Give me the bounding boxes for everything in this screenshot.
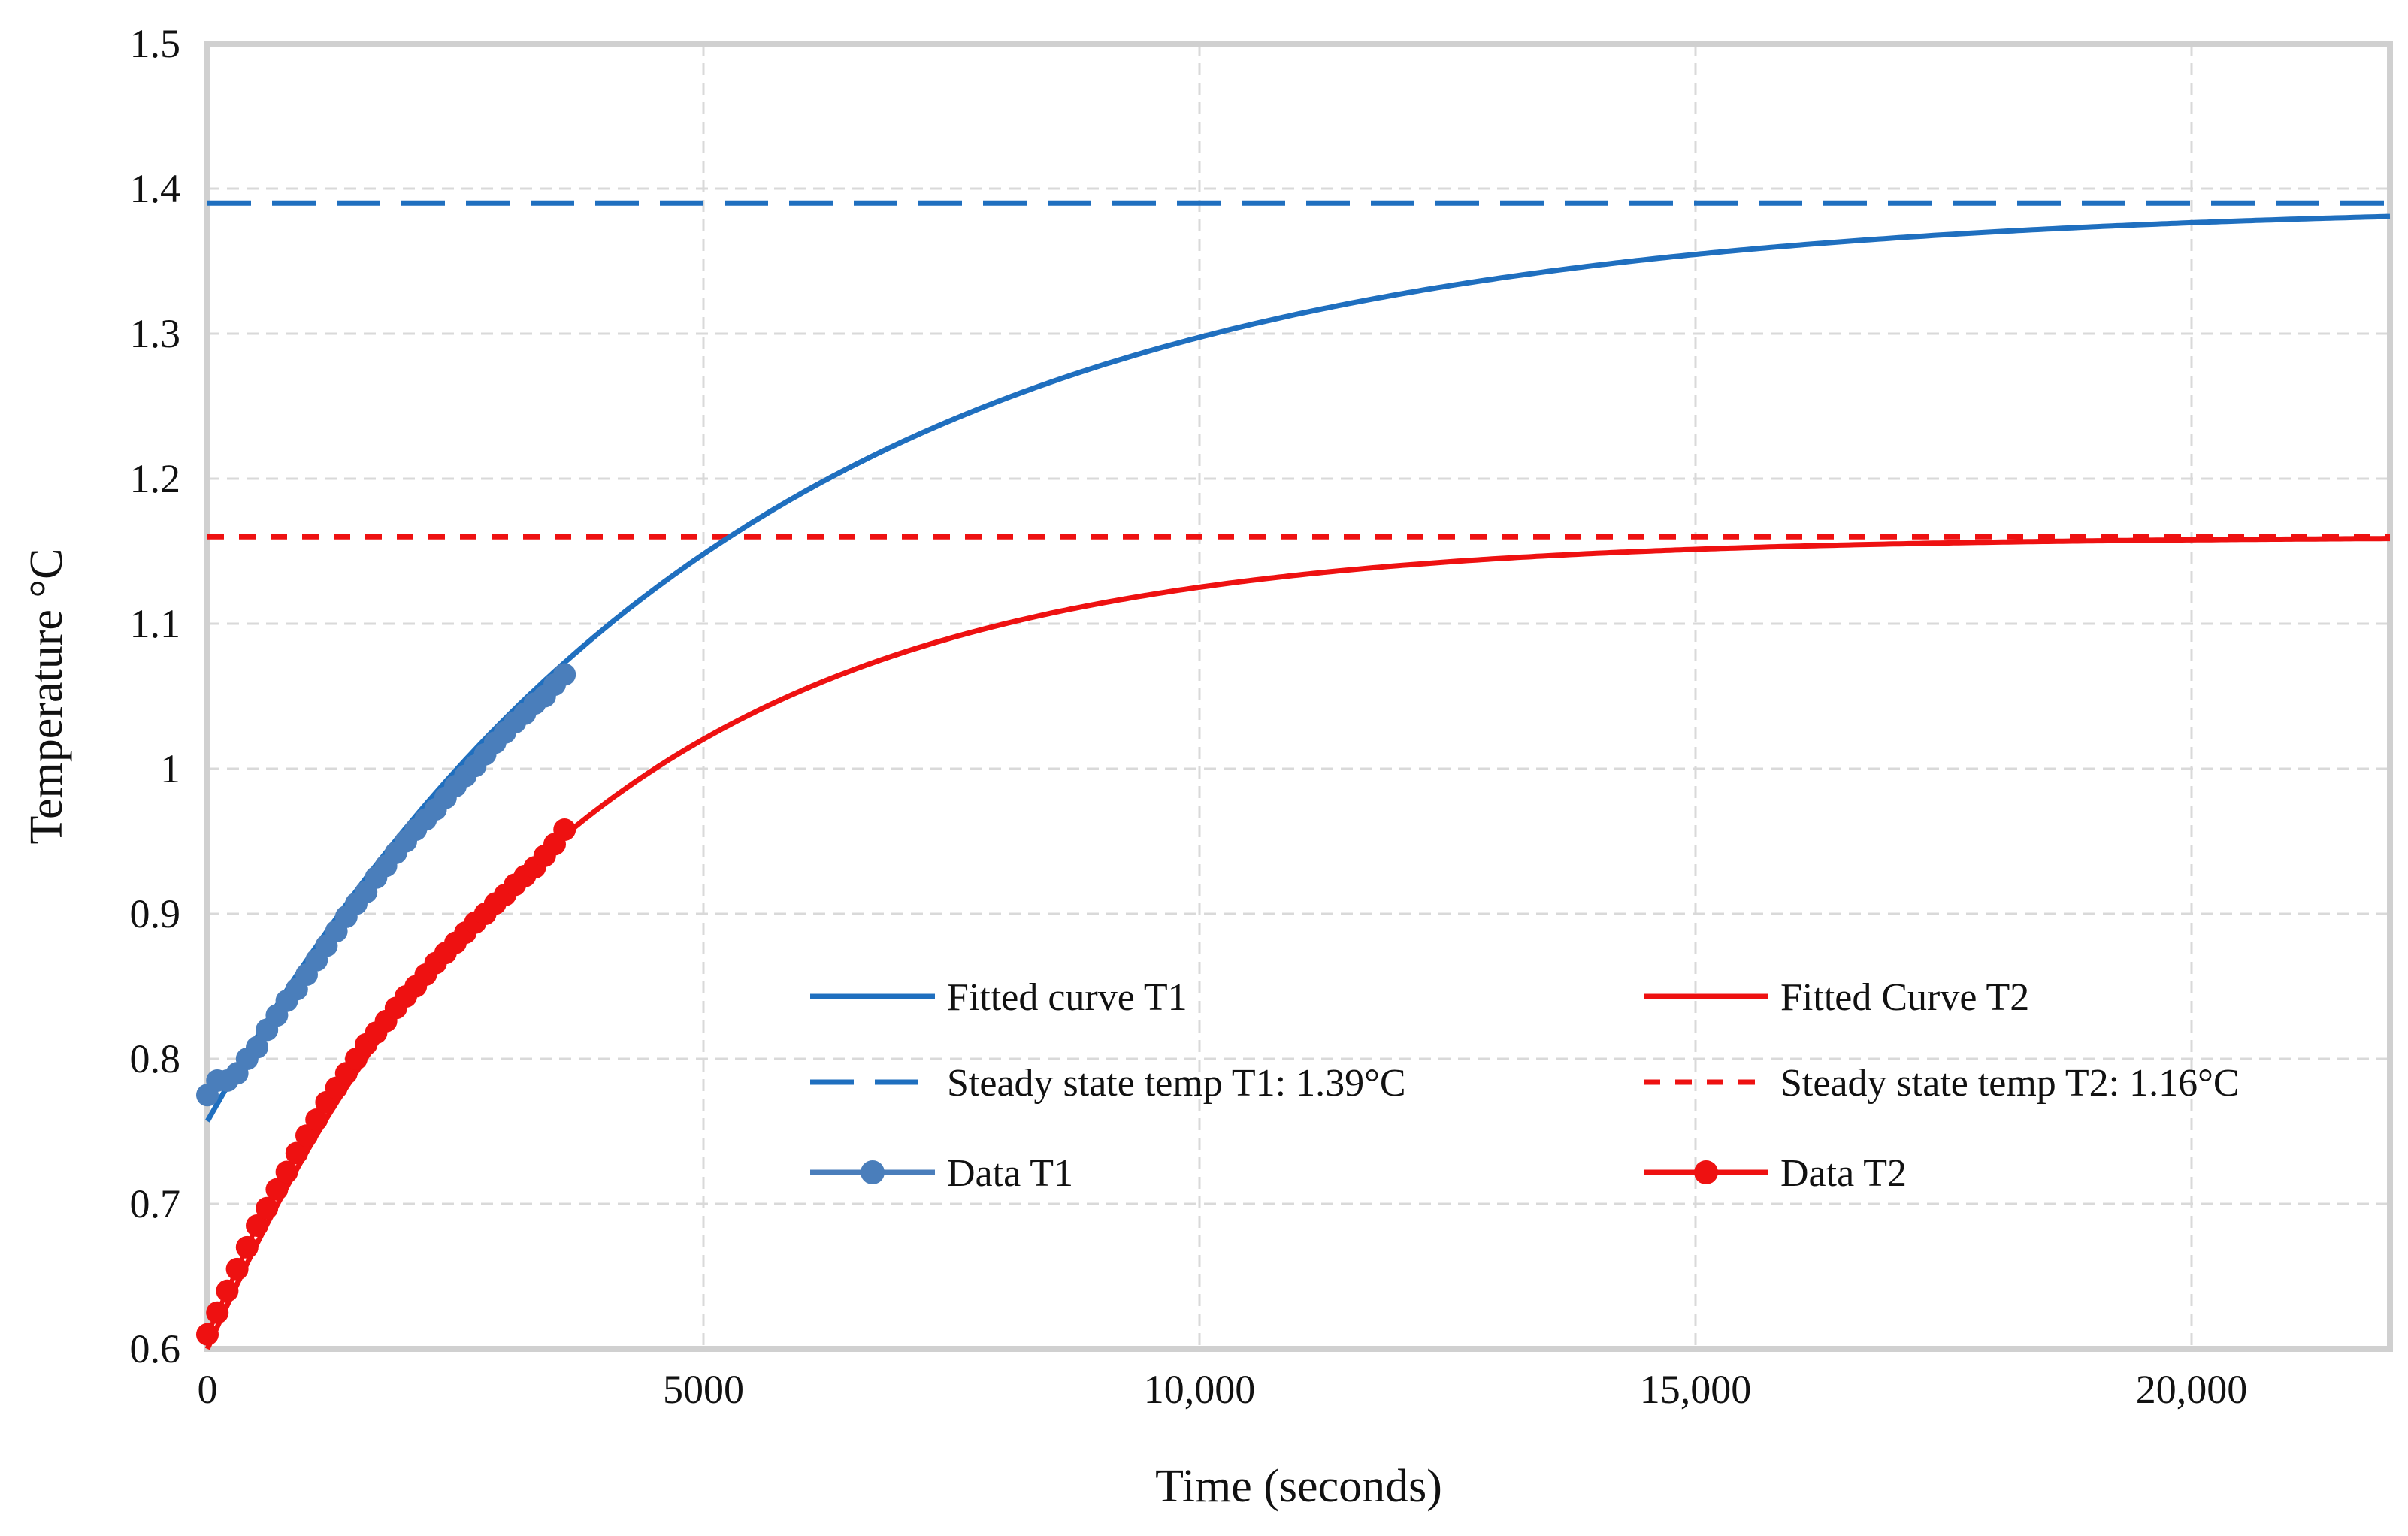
data-point-t1 xyxy=(553,663,576,686)
legend-entry: Steady state temp T1: 1.39°C xyxy=(810,1062,1406,1105)
legend-label: Fitted curve T1 xyxy=(947,976,1187,1019)
x-tick-label: 15,000 xyxy=(1640,1367,1752,1412)
y-tick-label: 1.1 xyxy=(130,601,181,646)
y-tick-label: 1.2 xyxy=(130,456,181,501)
legend-label: Data T1 xyxy=(947,1152,1073,1195)
series-layer xyxy=(196,200,2391,1350)
data-point-t2 xyxy=(256,1196,279,1220)
data-point-t2 xyxy=(196,1323,219,1346)
grid xyxy=(207,44,2390,1349)
x-tick-label: 10,000 xyxy=(1144,1367,1256,1412)
y-tick-label: 0.7 xyxy=(130,1181,181,1226)
legend-marker xyxy=(861,1160,885,1184)
data-point-t2 xyxy=(285,1141,308,1165)
y-tick-label: 1.4 xyxy=(130,166,181,211)
data-point-t1 xyxy=(246,1036,268,1059)
legend-marker xyxy=(1694,1160,1718,1184)
fitted-curve-t2 xyxy=(204,536,2390,1350)
x-tick-label: 20,000 xyxy=(2136,1367,2248,1412)
data-point-t2 xyxy=(216,1279,239,1302)
legend-label: Steady state temp T2: 1.16°C xyxy=(1780,1062,2240,1105)
legend-entry: Fitted Curve T2 xyxy=(1644,976,2029,1019)
y-tick-label: 1.5 xyxy=(130,21,181,66)
y-tick-label: 0.6 xyxy=(130,1326,181,1371)
data-point-t2 xyxy=(246,1214,268,1237)
data-point-t2 xyxy=(265,1178,289,1201)
data-point-t2 xyxy=(225,1257,249,1281)
y-tick-label: 0.8 xyxy=(130,1036,181,1081)
y-tick-label: 1 xyxy=(160,746,180,791)
fitted-curve-t1 xyxy=(204,213,2391,1123)
x-axis-title: Time (seconds) xyxy=(1155,1461,1442,1512)
legend-label: Data T2 xyxy=(1780,1152,1907,1195)
data-point-t2 xyxy=(275,1160,298,1184)
data-point-t2 xyxy=(235,1235,259,1259)
data-point-t2 xyxy=(206,1301,229,1324)
data-point-t2 xyxy=(305,1108,328,1132)
y-tick-label: 0.9 xyxy=(130,891,181,936)
y-axis-title: Temperature °C xyxy=(21,548,72,844)
plot-frame xyxy=(204,41,2393,1352)
legend-entry: Data T1 xyxy=(810,1152,1073,1195)
legend-label: Steady state temp T1: 1.39°C xyxy=(947,1062,1406,1105)
legend-label: Fitted Curve T2 xyxy=(1780,976,2029,1019)
x-tick-label: 5000 xyxy=(663,1367,744,1412)
y-tick-label: 1.3 xyxy=(130,311,181,356)
legend-entry: Fitted curve T1 xyxy=(810,976,1187,1019)
legend-entry: Data T2 xyxy=(1644,1152,1907,1195)
data-point-t2 xyxy=(553,818,576,842)
axis-ticks: 0.6 0.7 0.8 0.9 1 1.1 1.2 1.3 1.4 1.5 0 5000 10,000 1… xyxy=(130,21,2248,1412)
legend: Fitted curve T1 Fitted Curve T2 Steady sta… xyxy=(810,976,2240,1195)
x-tick-label: 0 xyxy=(198,1367,218,1412)
legend-entry: Steady state temp T2: 1.16°C xyxy=(1644,1062,2240,1105)
data-line-t2 xyxy=(205,828,567,1335)
